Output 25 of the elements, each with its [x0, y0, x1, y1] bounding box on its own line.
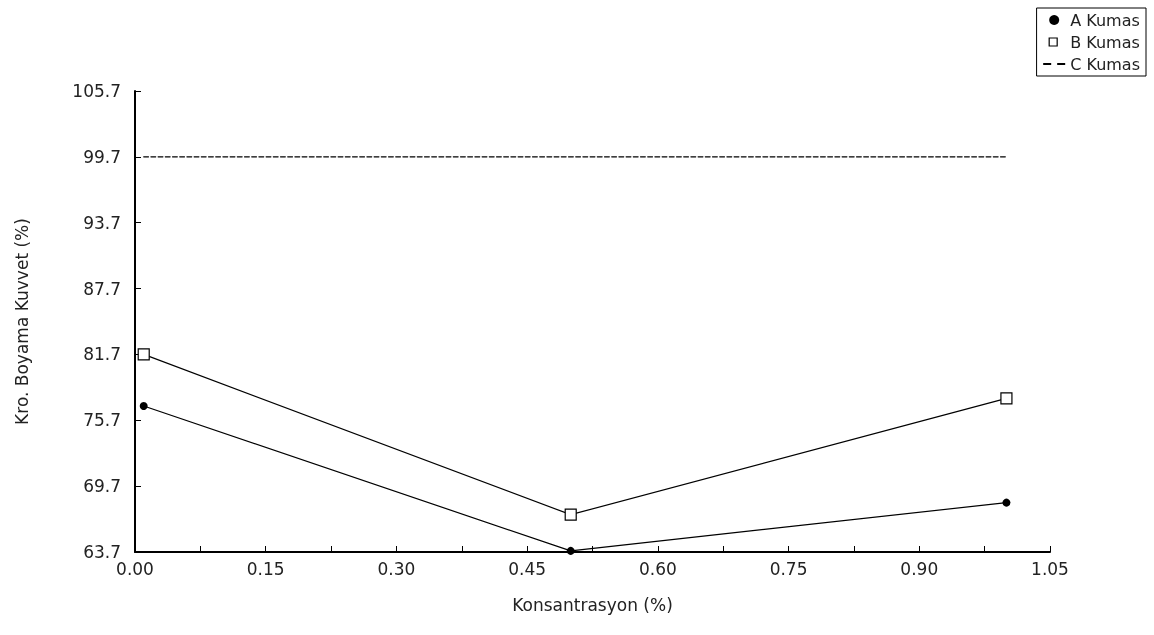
- legend-label: A Kumas: [1070, 10, 1140, 30]
- y-tick-label: 105.7: [72, 81, 121, 101]
- y-axis-title: Kro. Boyama Kuvvet (%): [11, 218, 32, 425]
- y-tick-label: 99.7: [83, 146, 121, 167]
- legend-label: B Kumas: [1070, 32, 1140, 52]
- point: [137, 348, 150, 361]
- x-tick-label: 0.90: [900, 558, 939, 579]
- y-tick-label: 87.7: [83, 278, 121, 299]
- x-tick-label: 0.75: [769, 558, 808, 579]
- x-tick-label: 0.30: [377, 558, 416, 579]
- x-tick-label: 0.45: [508, 558, 547, 579]
- point: [139, 402, 148, 411]
- x-tick-label: 0.60: [638, 558, 677, 579]
- point: [1002, 498, 1011, 507]
- point: [1000, 392, 1013, 405]
- x-tick-label: 1.05: [1031, 558, 1069, 579]
- x-axis-title: Konsantrasyon (%): [512, 594, 673, 615]
- x-tick-label: 0.15: [246, 558, 285, 579]
- y-tick-label: 69.7: [83, 476, 121, 497]
- point: [564, 508, 577, 521]
- y-tick-label: 81.7: [83, 344, 121, 365]
- legend-label: C Kumas: [1070, 54, 1141, 74]
- y-tick-label: 75.7: [83, 410, 121, 431]
- y-tick-label: 93.7: [83, 212, 121, 233]
- point: [566, 546, 575, 555]
